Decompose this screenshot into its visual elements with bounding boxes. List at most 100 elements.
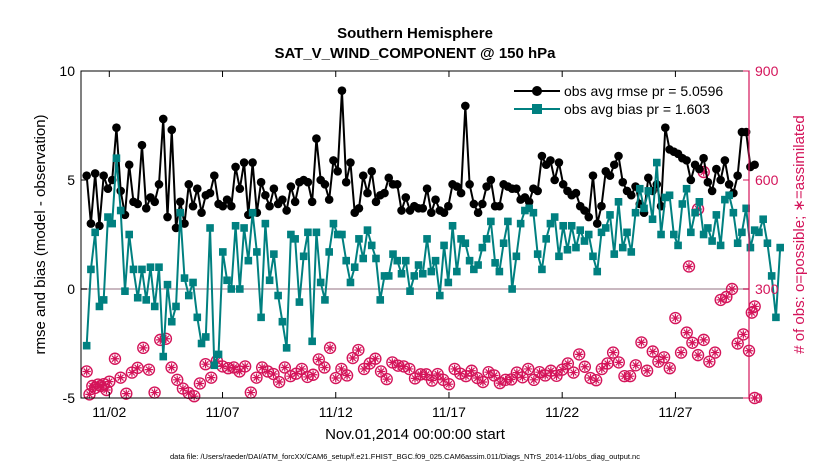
bias-marker [355, 235, 363, 243]
obs-possible-circle [142, 363, 156, 376]
rmse-marker [124, 160, 134, 170]
chart-title: Southern Hemisphere [337, 25, 493, 42]
bias-marker [725, 191, 733, 200]
obs-assimilated-star [614, 358, 623, 367]
obs-count-marker [188, 389, 201, 403]
x-tick-label: 11/07 [206, 404, 240, 420]
obs-count-marker [703, 355, 716, 368]
obs-assimilated-star [574, 350, 584, 359]
rmse-marker [397, 206, 406, 215]
bias-marker [453, 267, 461, 276]
bias-marker [376, 296, 385, 304]
bias-marker [614, 198, 623, 206]
obs-possible-circle [159, 332, 173, 345]
bias-marker [572, 243, 580, 252]
obs-possible-circle [567, 366, 580, 379]
rmse-marker [682, 156, 691, 165]
obs-count-marker [646, 345, 659, 358]
obs-assimilated-star [569, 368, 578, 377]
rmse-marker [95, 221, 104, 231]
bias-marker [733, 239, 742, 248]
obs-possible-circle [114, 371, 127, 384]
obs-assimilated-star [684, 262, 694, 271]
obs-possible-circle [682, 260, 696, 273]
obs-count-marker [567, 366, 580, 379]
obs-count-marker [159, 332, 173, 345]
obs-count-marker [165, 361, 178, 374]
legend-label: obs avg rmse pr = 5.0596 [564, 83, 723, 99]
rmse-marker [367, 166, 377, 176]
obs-count-marker [748, 300, 761, 313]
bias-marker [121, 287, 129, 295]
rmse-marker [324, 195, 334, 204]
obs-count-marker [108, 352, 122, 365]
obs-assimilated-star [693, 350, 703, 360]
obs-possible-circle [708, 346, 722, 359]
rmse-marker [231, 162, 240, 172]
bias-marker [640, 204, 648, 213]
bias-marker [444, 278, 453, 287]
bias-marker [406, 287, 414, 295]
rmse-marker [554, 158, 564, 167]
bias-marker [108, 219, 116, 228]
obs-count-marker [352, 343, 365, 357]
x-axis: 11/02 11/07 11/12 11/17 11/22 11/27 [92, 71, 693, 420]
obs-count-marker [131, 361, 144, 375]
rmse-marker [380, 188, 389, 198]
obs-assimilated-star [127, 368, 137, 377]
bias-marker [644, 187, 653, 195]
obs-count-marker [516, 371, 529, 384]
obs-count-marker [318, 361, 331, 374]
bias-marker [631, 208, 640, 217]
obs-assimilated-star [648, 347, 657, 356]
obs-assimilated-star [314, 355, 323, 364]
bias-marker [776, 243, 784, 252]
x-tick-label: 11/27 [658, 404, 692, 420]
obs-possible-circle [680, 326, 693, 339]
rmse-marker [265, 201, 274, 211]
bias-marker [712, 211, 721, 219]
obs-assimilated-star [354, 345, 363, 355]
bias-marker [244, 256, 253, 265]
bias-marker [316, 278, 325, 287]
rmse-marker [141, 204, 151, 213]
rmse-marker [571, 188, 581, 198]
rmse-marker [558, 180, 568, 189]
rmse-marker [90, 169, 100, 178]
obs-count-marker [346, 351, 359, 365]
rmse-marker [286, 182, 296, 191]
rmse-marker [337, 86, 347, 95]
bias-marker [308, 337, 316, 346]
obs-count-marker [199, 358, 212, 371]
bias-marker [440, 241, 448, 250]
obs-count-marker [682, 260, 696, 273]
obs-assimilated-star [291, 369, 301, 378]
obs-possible-circle [578, 360, 592, 373]
bias-marker [708, 237, 716, 245]
rmse-marker [716, 175, 725, 185]
rmse-marker [741, 127, 751, 137]
bias-marker [423, 235, 431, 243]
bias-marker [295, 298, 304, 306]
bias-marker [499, 239, 508, 248]
obs-assimilated-star [484, 368, 493, 377]
rmse-marker [495, 201, 504, 211]
obs-assimilated-star [512, 368, 522, 377]
bias-marker [304, 228, 312, 237]
obs-count-marker [488, 369, 501, 382]
rmse-marker [184, 180, 194, 189]
obs-assimilated-star [257, 363, 267, 372]
rmse-marker [401, 193, 411, 202]
obs-count-marker [612, 356, 625, 369]
rmse-marker [426, 208, 436, 217]
bias-marker [155, 263, 163, 271]
y-tick-label: 5 [67, 172, 75, 188]
obs-possible-circle [663, 362, 676, 375]
rmse-marker [439, 208, 449, 217]
obs-count-marker [663, 362, 676, 375]
obs-assimilated-star [422, 370, 431, 379]
bias-marker [431, 256, 440, 265]
obs-possible-circle [697, 333, 710, 347]
obs-possible-circle [646, 345, 659, 358]
bias-marker [627, 248, 636, 256]
